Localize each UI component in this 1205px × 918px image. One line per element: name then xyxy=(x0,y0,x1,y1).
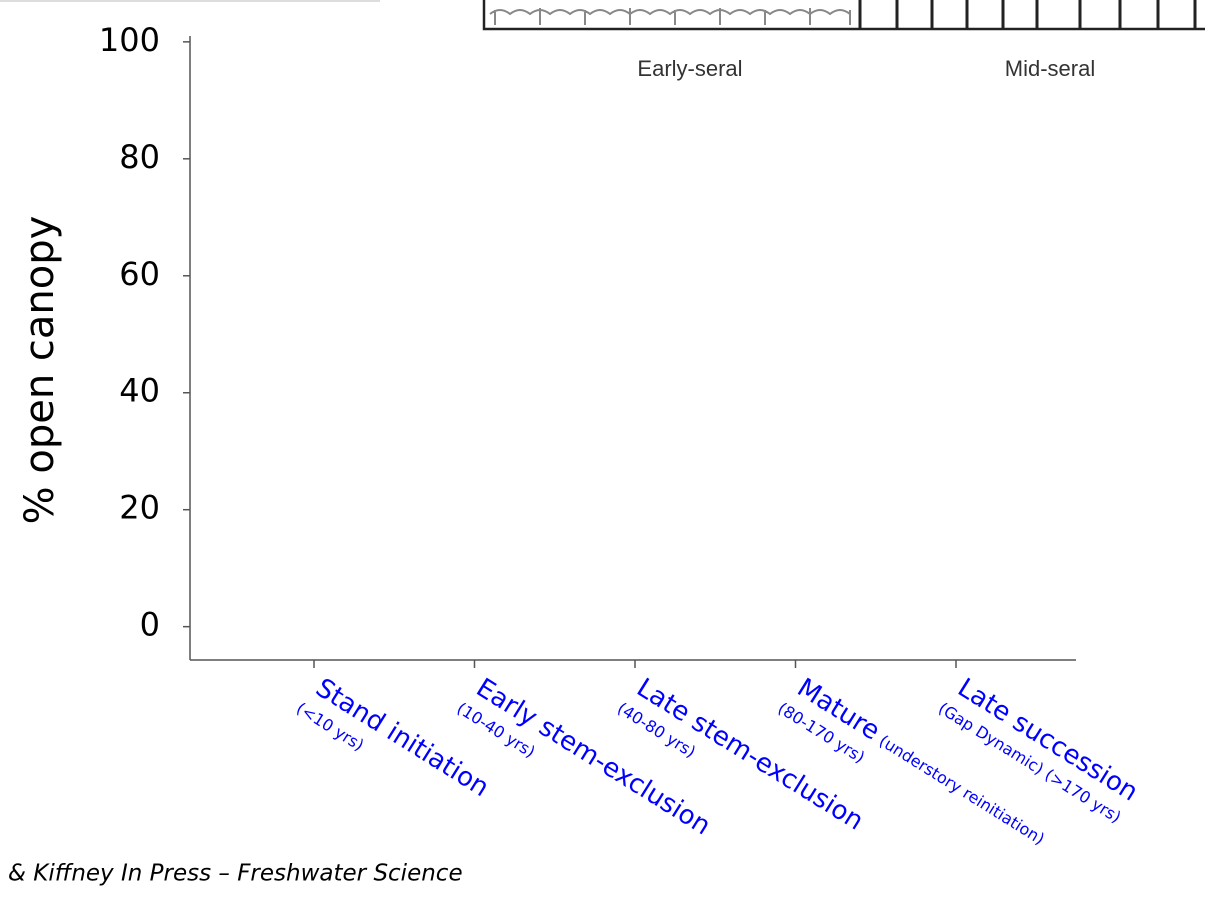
y-tick-label: 40 xyxy=(119,372,160,410)
inset-label: Mid-seral xyxy=(1005,56,1095,81)
y-tick-label: 100 xyxy=(99,21,160,59)
x-tick-label-group: Stand initiation(<10 yrs) xyxy=(293,673,494,803)
citation: & Kiffney In Press – Freshwater Science xyxy=(8,861,463,887)
inset-label: Early-seral xyxy=(637,56,742,81)
y-tick-label: 80 xyxy=(119,138,160,176)
inset-trees xyxy=(489,8,851,25)
y-tick-label: 0 xyxy=(140,606,160,644)
inset-frame xyxy=(482,0,1205,31)
inset-figure: Early-seral Mid-seral xyxy=(482,0,1205,81)
inset-trunks xyxy=(858,0,1197,29)
y-tick-label: 20 xyxy=(119,489,160,527)
y-tick-label: 60 xyxy=(119,255,160,293)
y-axis-title: % open canopy xyxy=(17,216,63,525)
